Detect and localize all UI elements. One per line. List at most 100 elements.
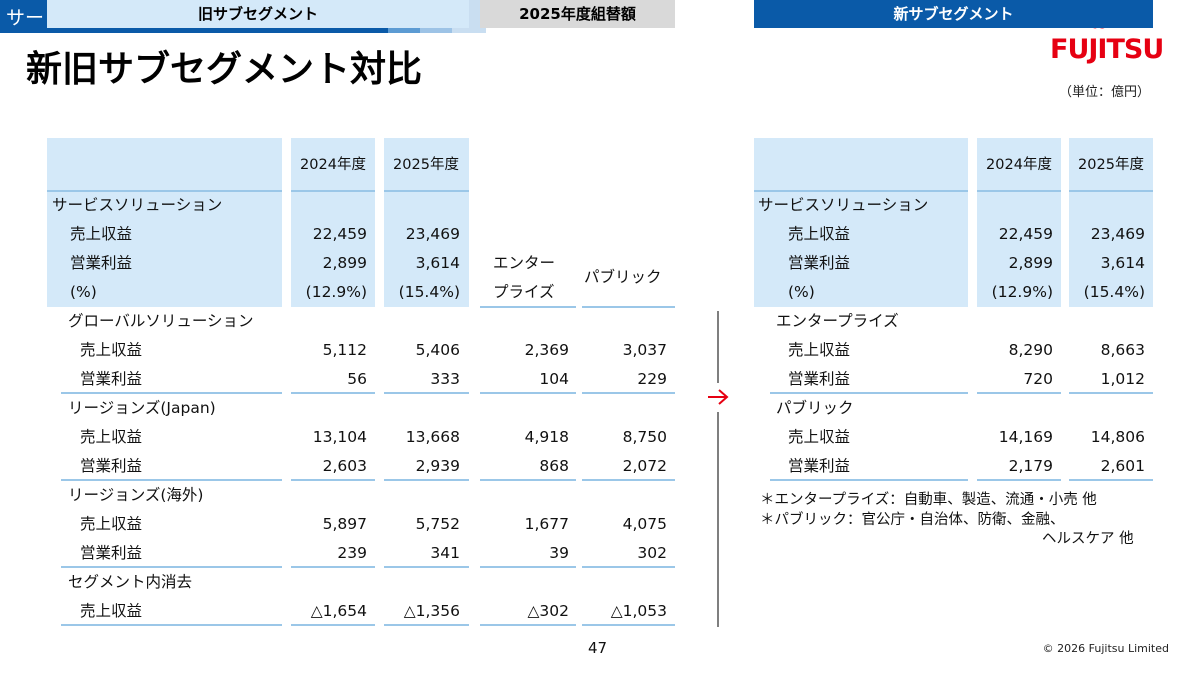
cell: 5,406 <box>415 341 460 359</box>
row-label: (%) <box>70 283 97 301</box>
cell: △1,654 <box>310 602 367 620</box>
old-service-solution-label: サービスソリューション <box>52 196 223 214</box>
row-label: (%) <box>788 283 815 301</box>
cell: 868 <box>539 457 569 475</box>
row-label: 営業利益 <box>788 457 851 475</box>
cell: 341 <box>430 544 460 562</box>
new-public-label: パブリック <box>776 399 854 417</box>
mid-public-label: パブリック <box>584 268 662 286</box>
new-col-2025-shade <box>1069 138 1153 307</box>
cell: 5,752 <box>415 515 460 533</box>
row-label: 売上収益 <box>80 341 143 359</box>
row-label: 営業利益 <box>788 370 851 388</box>
new-header-cell <box>754 138 968 190</box>
cell: 333 <box>430 370 460 388</box>
new-year-2024: 2024年度 <box>986 157 1052 173</box>
reclass-header: 2025年度組替額 <box>480 0 675 28</box>
copyright: © 2026 Fujitsu Limited <box>1042 642 1169 655</box>
cell: 56 <box>347 370 367 388</box>
cell: 8,290 <box>1008 341 1053 359</box>
old-overseas-label: リージョンズ(海外) <box>68 486 204 504</box>
new-service-solution-shade <box>754 190 968 307</box>
mid-enterprise-label-2: プライズ <box>493 283 555 301</box>
row-label: 営業利益 <box>788 254 851 272</box>
cell: 2,899 <box>1008 254 1053 272</box>
logo-text: FUJITSU <box>1050 34 1164 65</box>
cell: 3,614 <box>1100 254 1145 272</box>
cell: 14,169 <box>998 428 1053 446</box>
cell: 14,806 <box>1090 428 1145 446</box>
cell: 5,112 <box>322 341 367 359</box>
note-enterprise: ＊エンタープライズ：自動車、製造、流通・小売 他 <box>760 492 1097 508</box>
row-label: 売上収益 <box>788 341 851 359</box>
old-global-label: グローバルソリューション <box>68 312 254 330</box>
note-public: ＊パブリック：官公庁・自治体、防衛、金融、 <box>760 512 1065 528</box>
page-number: 47 <box>588 639 608 657</box>
cell: 5,897 <box>322 515 367 533</box>
cell: 1,012 <box>1100 370 1145 388</box>
unit-note: （単位：億円） <box>1058 85 1150 100</box>
old-year-2025: 2025年度 <box>393 157 459 173</box>
cell: 720 <box>1023 370 1053 388</box>
row-label: 営業利益 <box>80 370 143 388</box>
cell: 3,614 <box>415 254 460 272</box>
row-label: 売上収益 <box>80 428 143 446</box>
cell: 8,663 <box>1100 341 1145 359</box>
row-label: 売上収益 <box>80 515 143 533</box>
cell: 104 <box>539 370 569 388</box>
divider-line-top <box>717 311 719 383</box>
cell: 22,459 <box>312 225 367 243</box>
cell: 22,459 <box>998 225 1053 243</box>
old-subsegment-header: 旧サブセグメント <box>47 0 469 28</box>
cell: △302 <box>527 602 569 620</box>
cell: 39 <box>549 544 569 562</box>
cell: 13,668 <box>405 428 460 446</box>
cell: 2,603 <box>322 457 367 475</box>
old-elimination-label: セグメント内消去 <box>68 573 193 591</box>
cell: 2,072 <box>622 457 667 475</box>
page-title: 新旧サブセグメント対比 <box>26 49 423 90</box>
cell: 302 <box>637 544 667 562</box>
old-japan-label: リージョンズ(Japan) <box>68 399 216 417</box>
cell: 2,369 <box>524 341 569 359</box>
new-year-2025: 2025年度 <box>1078 157 1144 173</box>
cell: (15.4%) <box>398 283 460 301</box>
old-col-2024-shade <box>291 138 375 307</box>
cell: 2,939 <box>415 457 460 475</box>
new-enterprise-label: エンタープライズ <box>776 312 899 330</box>
old-header-cell <box>47 138 282 190</box>
old-col-2025-shade <box>384 138 469 307</box>
old-service-solution-shade <box>47 190 282 307</box>
cell: 8,750 <box>622 428 667 446</box>
new-col-2024-shade <box>977 138 1061 307</box>
cell: 239 <box>337 544 367 562</box>
new-subsegment-header: 新サブセグメント <box>754 0 1153 28</box>
new-service-solution-label: サービスソリューション <box>758 196 929 214</box>
cell: 13,104 <box>312 428 367 446</box>
cell: 2,601 <box>1100 457 1145 475</box>
cell: 2,179 <box>1008 457 1053 475</box>
mid-enterprise-label-1: エンター <box>493 254 556 272</box>
cell: 2,899 <box>322 254 367 272</box>
cell: △1,356 <box>403 602 460 620</box>
cell: 1,677 <box>524 515 569 533</box>
cell: (12.9%) <box>991 283 1053 301</box>
cell: 229 <box>637 370 667 388</box>
old-year-2024: 2024年度 <box>300 157 366 173</box>
cell: 3,037 <box>622 341 667 359</box>
row-label: 営業利益 <box>70 254 133 272</box>
cell: (15.4%) <box>1083 283 1145 301</box>
cell: 4,075 <box>622 515 667 533</box>
cell: 23,469 <box>405 225 460 243</box>
row-label: 営業利益 <box>80 544 143 562</box>
divider-line-bottom <box>717 412 719 627</box>
row-label: 売上収益 <box>70 225 133 243</box>
row-label: 売上収益 <box>788 428 851 446</box>
row-label: 売上収益 <box>788 225 851 243</box>
row-label: 営業利益 <box>80 457 143 475</box>
arrow-right-icon <box>708 389 729 405</box>
cell: △1,053 <box>610 602 667 620</box>
note-public-cont: ヘルスケア 他 <box>1042 531 1134 547</box>
cell: (12.9%) <box>305 283 367 301</box>
cell: 4,918 <box>524 428 569 446</box>
